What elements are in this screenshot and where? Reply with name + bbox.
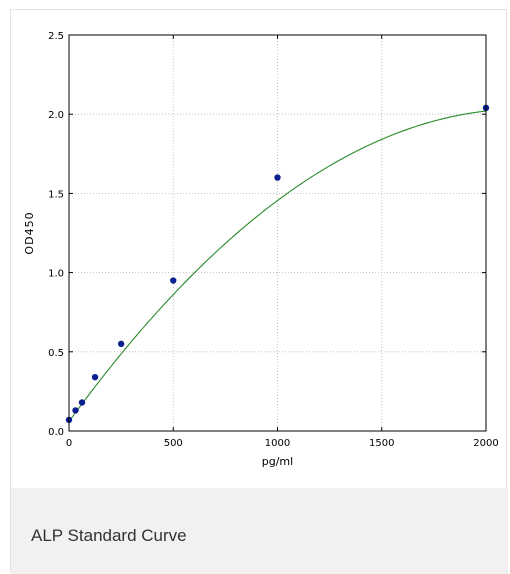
data-point bbox=[170, 277, 177, 284]
standard-curve-chart: 0 500 1000 1500 2000 0.0 0.5 1.0 1.5 2.0 2.5 pg/ml… bbox=[11, 10, 508, 488]
y-tick-label: 0.5 bbox=[48, 348, 64, 359]
y-tick-label: 2.0 bbox=[48, 110, 64, 121]
chart-svg: 0 500 1000 1500 2000 0.0 0.5 1.0 1.5 2.0 2.5 pg/ml… bbox=[23, 31, 499, 468]
figure-caption: ALP Standard Curve bbox=[31, 526, 187, 545]
x-tick-label: 2000 bbox=[473, 438, 498, 449]
axis-ticks: 0 500 1000 1500 2000 0.0 0.5 1.0 1.5 2.0 2.5 bbox=[48, 31, 499, 449]
data-point bbox=[78, 399, 86, 406]
x-axis-label: pg/ml bbox=[262, 455, 293, 468]
y-tick-label: 1.5 bbox=[48, 189, 64, 200]
chart-grid bbox=[69, 35, 486, 431]
data-point bbox=[72, 407, 79, 414]
product-figure-card: 0 500 1000 1500 2000 0.0 0.5 1.0 1.5 2.0 2.5 pg/ml… bbox=[10, 9, 508, 574]
data-point bbox=[91, 373, 99, 381]
y-tick-label: 2.5 bbox=[48, 31, 64, 42]
caption-bar: ALP Standard Curve bbox=[11, 488, 508, 574]
x-tick-label: 0 bbox=[66, 438, 72, 449]
x-tick-label: 500 bbox=[164, 438, 183, 449]
data-point bbox=[117, 340, 125, 348]
y-tick-label: 0.0 bbox=[48, 427, 64, 438]
fit-curve-line bbox=[68, 110, 487, 422]
y-axis-label: OD450 bbox=[23, 211, 36, 254]
y-tick-label: 1.0 bbox=[48, 269, 64, 280]
data-point bbox=[274, 174, 281, 181]
x-tick-label: 1000 bbox=[265, 438, 290, 449]
x-tick-label: 1500 bbox=[369, 438, 394, 449]
